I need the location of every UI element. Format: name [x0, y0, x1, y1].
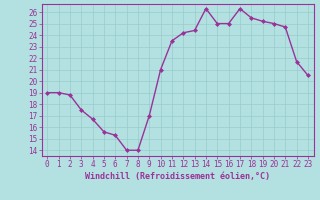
X-axis label: Windchill (Refroidissement éolien,°C): Windchill (Refroidissement éolien,°C): [85, 172, 270, 181]
